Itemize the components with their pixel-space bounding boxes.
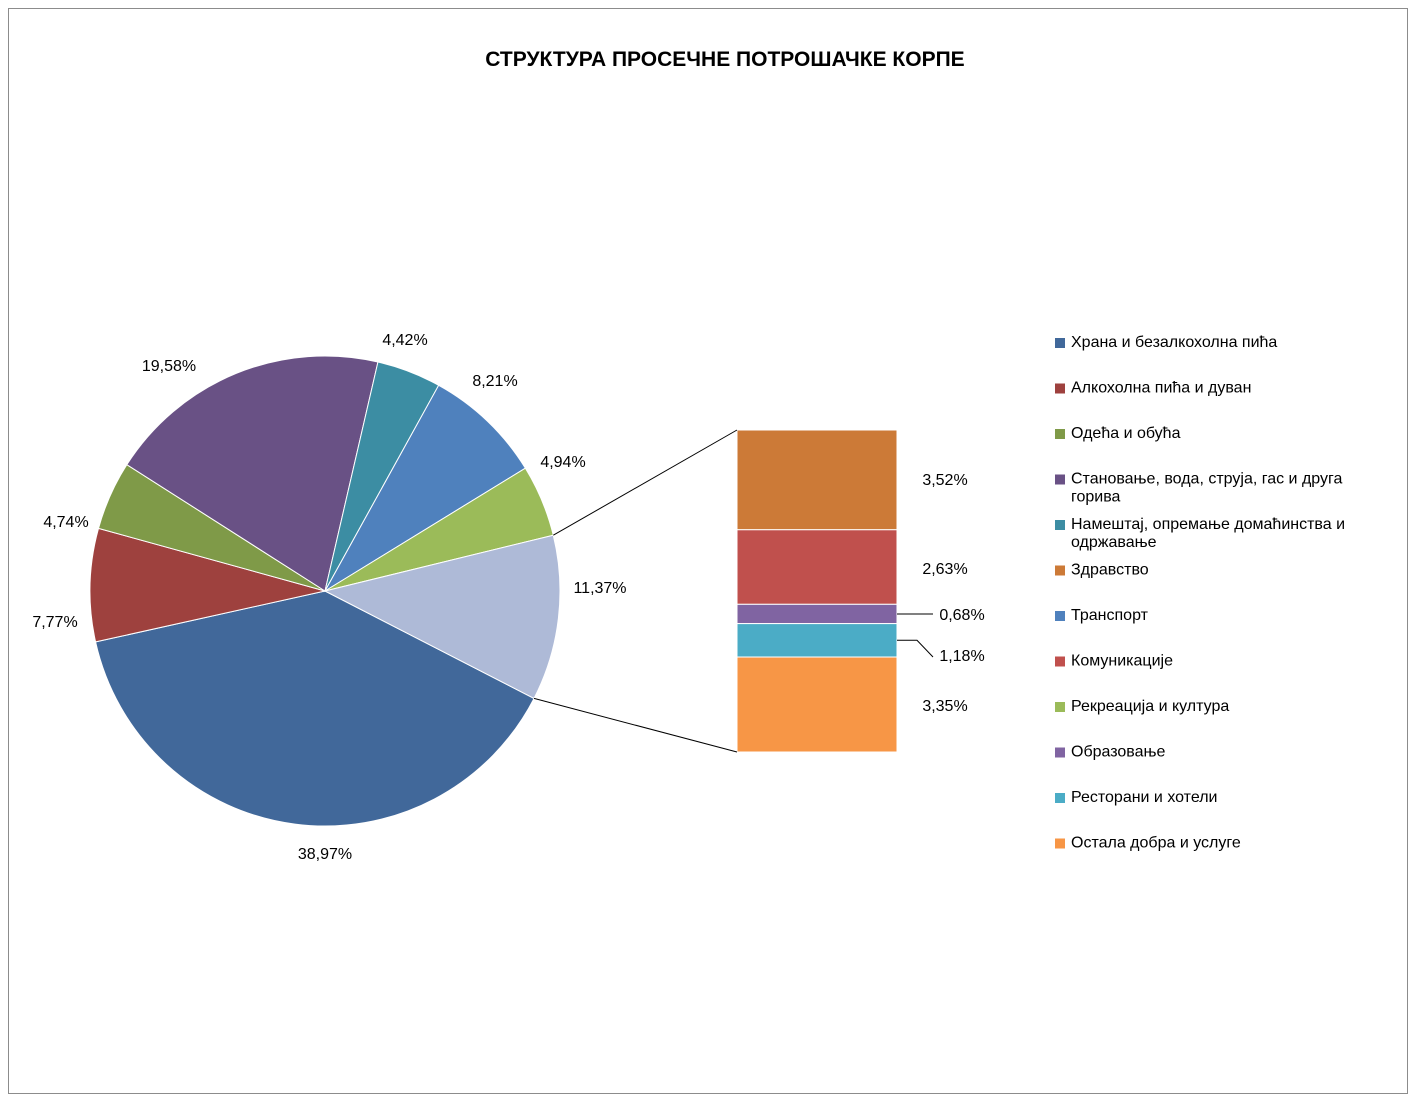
connector-line-top bbox=[553, 429, 738, 536]
legend-label-4-line-1: Становање, вода, струја, гас и друга bbox=[1071, 471, 1342, 488]
legend-swatch-6 bbox=[1055, 565, 1065, 576]
legend-label-10: Образовање bbox=[1071, 744, 1166, 761]
pie-data-label-3: 4,74% bbox=[43, 514, 88, 531]
bar-data-label-1: 3,52% bbox=[922, 472, 967, 489]
pie-slice-8 bbox=[323, 534, 561, 700]
legend-label-1: Храна и безалкохолна пића bbox=[1071, 334, 1277, 351]
legend-swatch-7 bbox=[1055, 611, 1065, 621]
chart-title: СТРУКТУРА ПРОСЕЧНЕ ПОТРОШАЧКЕ КОРПЕ bbox=[485, 48, 965, 71]
bar-data-label-4: 1,18% bbox=[939, 648, 984, 665]
legend-label-3: Одећа и обућа bbox=[1071, 425, 1181, 442]
legend-label-12: Остала добра и услуге bbox=[1071, 835, 1241, 852]
pie-slice-2 bbox=[89, 527, 326, 643]
legend-label-11: Ресторани и хотели bbox=[1071, 789, 1217, 806]
bar-segment-4 bbox=[736, 623, 898, 658]
legend-label-7: Транспорт bbox=[1071, 607, 1149, 624]
bar-segment-3 bbox=[736, 603, 898, 625]
connector-line-bottom bbox=[533, 697, 738, 753]
legend-swatch-10 bbox=[1055, 747, 1065, 758]
bar-data-label-3: 0,68% bbox=[939, 607, 984, 624]
bar-data-label-2: 2,63% bbox=[922, 561, 967, 578]
legend-swatch-11 bbox=[1055, 793, 1065, 803]
legend-label-6: Здравство bbox=[1071, 562, 1149, 579]
legend-swatch-8 bbox=[1055, 656, 1065, 667]
legend-swatch-2 bbox=[1055, 383, 1065, 394]
pie-data-label-5: 4,42% bbox=[382, 332, 427, 349]
pie-data-label-7: 4,94% bbox=[540, 454, 585, 471]
pie-slice-1 bbox=[94, 590, 535, 827]
pie-data-label-4: 19,58% bbox=[142, 358, 196, 375]
legend-swatch-1 bbox=[1055, 338, 1065, 348]
legend-label-2: Алкохолна пића и дуван bbox=[1071, 380, 1251, 397]
legend-swatch-12 bbox=[1055, 838, 1065, 849]
pie-data-label-6: 8,21% bbox=[472, 373, 517, 390]
legend-swatch-9 bbox=[1055, 702, 1065, 712]
pie-slice-4 bbox=[126, 355, 379, 592]
legend-label-5-line-1: Намештај, опремање домаћинства и bbox=[1071, 516, 1345, 533]
bar-segment-1 bbox=[736, 429, 898, 531]
bar-data-label-5: 3,35% bbox=[922, 698, 967, 715]
pie-slice-6 bbox=[323, 384, 527, 593]
legend-label-8: Комуникације bbox=[1071, 653, 1173, 670]
bar-segment-5 bbox=[736, 656, 898, 753]
legend-label-4-line-2: горива bbox=[1071, 489, 1121, 506]
legend-swatch-5 bbox=[1055, 520, 1065, 530]
legend-label-5-line-2: одржавање bbox=[1071, 534, 1157, 551]
pie-data-label-2: 7,77% bbox=[32, 614, 77, 631]
legend-swatch-4 bbox=[1055, 474, 1065, 485]
legend-label-9: Рекреација и култура bbox=[1071, 698, 1229, 715]
leader-line-4 bbox=[897, 639, 934, 658]
pie-data-label-8: 11,37% bbox=[573, 580, 626, 597]
bar-segment-2 bbox=[736, 529, 898, 605]
legend-swatch-3 bbox=[1055, 429, 1065, 439]
pie-data-label-1: 38,97% bbox=[298, 846, 352, 863]
